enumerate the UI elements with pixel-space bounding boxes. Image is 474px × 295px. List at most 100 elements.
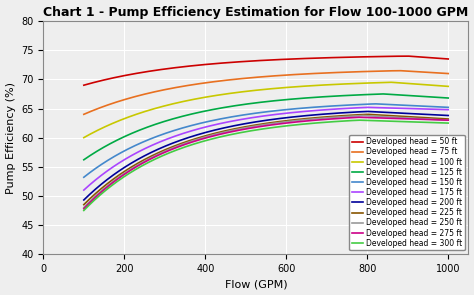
Developed head = 300 ft	[254, 128, 260, 132]
Developed head = 150 ft	[278, 108, 284, 112]
Developed head = 300 ft	[438, 121, 443, 124]
Developed head = 125 ft	[380, 92, 386, 96]
Developed head = 275 ft	[254, 125, 260, 129]
Developed head = 125 ft	[278, 98, 284, 102]
Developed head = 100 ft	[380, 81, 385, 84]
Developed head = 75 ft	[256, 75, 262, 79]
Developed head = 175 ft	[81, 188, 87, 192]
Developed head = 250 ft	[438, 118, 443, 122]
Developed head = 100 ft	[256, 88, 262, 92]
Developed head = 275 ft	[256, 125, 262, 129]
Developed head = 100 ft	[298, 85, 303, 88]
Developed head = 250 ft	[361, 114, 366, 117]
Developed head = 100 ft	[446, 85, 451, 88]
Developed head = 125 ft	[380, 92, 385, 96]
Developed head = 125 ft	[298, 97, 303, 100]
Developed head = 300 ft	[356, 118, 362, 122]
Developed head = 50 ft	[278, 58, 284, 61]
Developed head = 225 ft	[365, 113, 370, 116]
Developed head = 75 ft	[81, 113, 87, 116]
Developed head = 300 ft	[446, 121, 451, 125]
Developed head = 75 ft	[380, 69, 385, 73]
Developed head = 75 ft	[298, 73, 303, 76]
Developed head = 275 ft	[298, 120, 303, 123]
Developed head = 175 ft	[254, 115, 260, 119]
Developed head = 150 ft	[256, 111, 262, 114]
Developed head = 100 ft	[438, 84, 443, 88]
Developed head = 100 ft	[278, 86, 284, 90]
Developed head = 100 ft	[254, 88, 260, 92]
Developed head = 200 ft	[365, 110, 370, 113]
Developed head = 250 ft	[81, 206, 87, 209]
Line: Developed head = 250 ft: Developed head = 250 ft	[84, 116, 448, 208]
Developed head = 300 ft	[278, 125, 284, 128]
Legend: Developed head = 50 ft, Developed head = 75 ft, Developed head = 100 ft, Develop: Developed head = 50 ft, Developed head =…	[349, 135, 465, 250]
Developed head = 275 ft	[380, 116, 386, 120]
Developed head = 50 ft	[256, 59, 262, 62]
X-axis label: Flow (GPM): Flow (GPM)	[225, 279, 287, 289]
Line: Developed head = 100 ft: Developed head = 100 ft	[84, 82, 448, 138]
Developed head = 50 ft	[438, 57, 443, 60]
Developed head = 150 ft	[298, 106, 303, 110]
Developed head = 75 ft	[438, 71, 443, 75]
Developed head = 275 ft	[356, 115, 362, 119]
Developed head = 225 ft	[254, 123, 260, 127]
Developed head = 275 ft	[446, 118, 451, 122]
Developed head = 50 ft	[404, 54, 410, 58]
Developed head = 175 ft	[438, 108, 443, 111]
Developed head = 275 ft	[438, 118, 443, 122]
Line: Developed head = 200 ft: Developed head = 200 ft	[84, 112, 448, 200]
Developed head = 225 ft	[380, 114, 386, 117]
Line: Developed head = 175 ft: Developed head = 175 ft	[84, 107, 448, 190]
Developed head = 175 ft	[256, 115, 262, 118]
Developed head = 225 ft	[81, 203, 87, 206]
Developed head = 75 ft	[396, 69, 402, 72]
Developed head = 100 ft	[388, 81, 394, 84]
Developed head = 200 ft	[278, 117, 284, 120]
Developed head = 300 ft	[81, 209, 87, 212]
Title: Chart 1 - Pump Efficiency Estimation for Flow 100-1000 GPM: Chart 1 - Pump Efficiency Estimation for…	[43, 6, 468, 19]
Developed head = 200 ft	[298, 114, 303, 118]
Line: Developed head = 150 ft: Developed head = 150 ft	[84, 104, 448, 177]
Developed head = 275 ft	[81, 207, 87, 211]
Developed head = 125 ft	[81, 158, 87, 162]
Developed head = 50 ft	[81, 83, 87, 87]
Line: Developed head = 225 ft: Developed head = 225 ft	[84, 114, 448, 205]
Developed head = 150 ft	[81, 176, 87, 179]
Developed head = 200 ft	[256, 119, 262, 123]
Developed head = 125 ft	[254, 101, 260, 104]
Developed head = 200 ft	[446, 114, 451, 117]
Developed head = 150 ft	[438, 105, 443, 109]
Developed head = 250 ft	[254, 124, 260, 127]
Developed head = 150 ft	[380, 102, 386, 106]
Developed head = 275 ft	[278, 122, 284, 125]
Line: Developed head = 75 ft: Developed head = 75 ft	[84, 71, 448, 114]
Y-axis label: Pump Efficiency (%): Pump Efficiency (%)	[6, 82, 16, 194]
Developed head = 75 ft	[446, 72, 451, 75]
Developed head = 225 ft	[256, 123, 262, 126]
Line: Developed head = 125 ft: Developed head = 125 ft	[84, 94, 448, 160]
Developed head = 50 ft	[298, 57, 303, 60]
Developed head = 300 ft	[256, 128, 262, 131]
Developed head = 225 ft	[438, 117, 443, 120]
Developed head = 200 ft	[380, 110, 386, 114]
Developed head = 225 ft	[298, 117, 303, 121]
Developed head = 225 ft	[446, 117, 451, 121]
Developed head = 200 ft	[81, 198, 87, 202]
Developed head = 150 ft	[373, 102, 378, 106]
Developed head = 50 ft	[380, 55, 385, 58]
Developed head = 50 ft	[446, 57, 451, 61]
Developed head = 150 ft	[446, 106, 451, 109]
Developed head = 125 ft	[446, 96, 451, 100]
Developed head = 125 ft	[438, 96, 443, 99]
Developed head = 175 ft	[365, 106, 370, 109]
Developed head = 125 ft	[256, 101, 262, 104]
Developed head = 175 ft	[278, 112, 284, 116]
Developed head = 225 ft	[278, 119, 284, 123]
Developed head = 200 ft	[254, 120, 260, 124]
Developed head = 250 ft	[256, 124, 262, 127]
Developed head = 75 ft	[278, 74, 284, 77]
Developed head = 175 ft	[446, 108, 451, 112]
Line: Developed head = 275 ft: Developed head = 275 ft	[84, 117, 448, 209]
Developed head = 250 ft	[298, 118, 303, 122]
